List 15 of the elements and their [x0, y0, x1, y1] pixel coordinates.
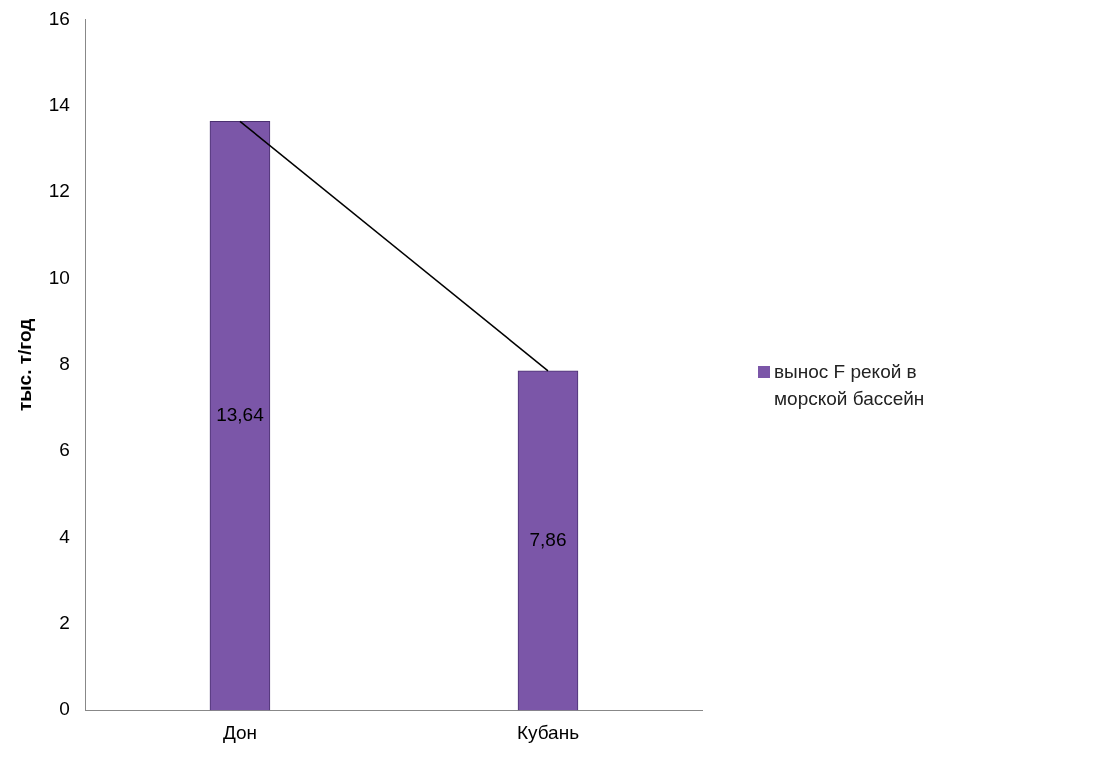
legend-label: вынос F рекой в морской бассейн	[773, 360, 926, 411]
y-tick-label: 6	[59, 439, 70, 461]
x-tick-label: Дон	[222, 721, 258, 743]
y-tick-label: 0	[59, 698, 70, 720]
x-tick-label: Кубань	[516, 721, 580, 743]
y-tick-label: 2	[59, 612, 70, 634]
y-tick-label: 12	[48, 180, 70, 202]
y-axis-title: тыс. т/год	[13, 318, 35, 411]
y-tick-label: 8	[59, 353, 70, 375]
y-tick-label: 14	[48, 93, 71, 115]
y-tick-label: 4	[59, 525, 71, 547]
y-tick-label: 16	[48, 7, 70, 29]
y-tick-label: 10	[48, 266, 70, 288]
data-label: 13,64	[216, 403, 265, 425]
data-label: 7,86	[529, 528, 567, 550]
